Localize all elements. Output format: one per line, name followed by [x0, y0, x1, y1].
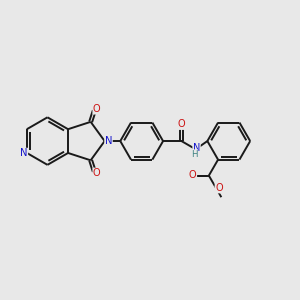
Text: O: O [93, 168, 100, 178]
Text: H: H [191, 150, 198, 159]
Text: O: O [178, 119, 186, 129]
Text: N: N [193, 143, 200, 153]
Text: O: O [215, 183, 223, 193]
Text: N: N [20, 148, 28, 158]
Text: O: O [189, 170, 196, 180]
Text: O: O [93, 104, 100, 114]
Text: N: N [105, 136, 112, 146]
